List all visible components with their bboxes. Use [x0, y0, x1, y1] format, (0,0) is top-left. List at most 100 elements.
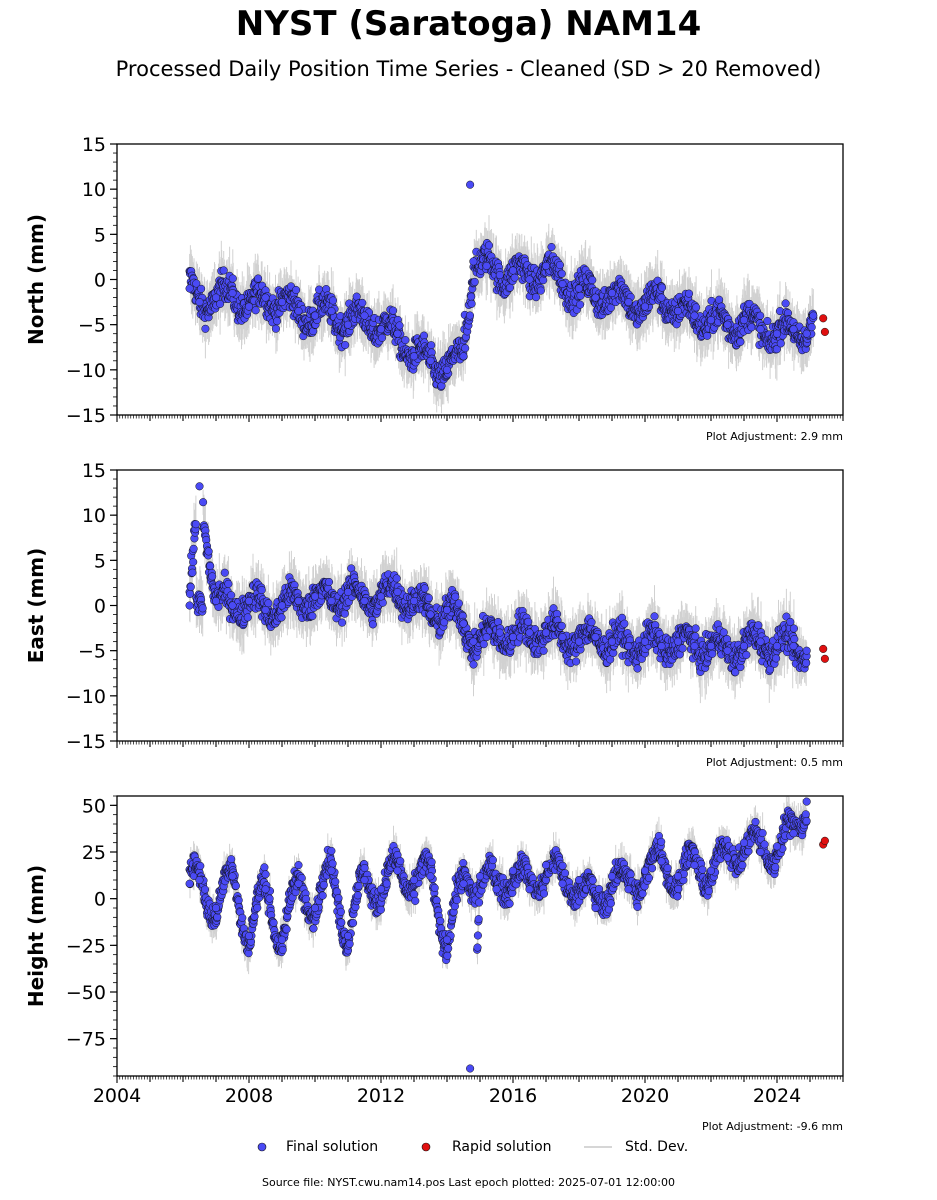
final-point [393, 587, 402, 597]
final-point [482, 261, 491, 270]
final-point [657, 642, 666, 651]
final-point [261, 605, 270, 615]
rapid-point [820, 836, 829, 845]
final-point [466, 1064, 475, 1073]
final-point [292, 285, 301, 295]
final-point [319, 880, 328, 889]
final-point [754, 621, 763, 630]
y-tick-label: −75 [66, 1029, 106, 1051]
final-point [789, 642, 798, 651]
final-point [318, 891, 327, 900]
y-tick-label: 15 [82, 134, 106, 156]
plot-adjustment-note: Plot Adjustment: 0.5 mm [706, 756, 843, 769]
final-point [269, 918, 278, 927]
final-point [558, 879, 567, 888]
final-point [781, 299, 790, 308]
final-point [678, 644, 687, 653]
final-point [419, 331, 429, 340]
final-point [557, 621, 566, 630]
final-point [469, 637, 478, 646]
final-point [260, 863, 269, 872]
legend-rapid-label: Rapid solution [452, 1139, 552, 1155]
final-point [201, 324, 210, 333]
final-point [756, 847, 765, 857]
final-point [591, 903, 600, 913]
final-point [271, 324, 280, 333]
y-axis-label: North (mm) [24, 214, 48, 345]
final-point [234, 896, 243, 905]
final-point [310, 311, 320, 320]
final-point [488, 856, 497, 865]
final-point [470, 277, 479, 286]
final-point [436, 916, 445, 925]
final-point [473, 931, 482, 940]
final-point [420, 584, 429, 593]
final-point [802, 797, 811, 806]
final-point [282, 925, 291, 934]
final-point [459, 879, 468, 888]
final-point [751, 817, 760, 826]
final-point [638, 889, 647, 898]
final-point [719, 628, 728, 637]
final-point [294, 879, 303, 888]
final-point [469, 660, 478, 669]
final-point [224, 579, 233, 588]
final-point [442, 605, 452, 615]
final-point [558, 279, 567, 289]
final-point [657, 857, 666, 866]
final-point [185, 284, 194, 293]
x-tick-label: 2004 [93, 1085, 141, 1107]
final-point [591, 633, 600, 642]
final-point [607, 637, 617, 646]
y-tick-label: 0 [94, 596, 106, 618]
final-point [213, 913, 222, 922]
final-point [199, 498, 208, 507]
final-point [541, 628, 551, 637]
y-tick-label: −50 [66, 982, 106, 1004]
x-tick-label: 2016 [489, 1085, 537, 1107]
y-tick-label: −15 [66, 731, 106, 753]
final-marker-icon [257, 1142, 267, 1152]
final-points-0 [185, 238, 818, 391]
final-point [467, 299, 476, 308]
final-point [368, 620, 377, 629]
final-point [376, 885, 386, 894]
final-point [525, 628, 534, 637]
final-point [200, 885, 210, 894]
y-tick-label: 0 [94, 889, 106, 911]
final-point [219, 266, 228, 275]
final-point [442, 365, 452, 374]
final-point [704, 887, 713, 896]
final-point [723, 853, 732, 862]
final-point [558, 633, 567, 642]
final-point [541, 261, 551, 270]
final-point [395, 321, 404, 330]
final-point [442, 935, 452, 944]
final-point [409, 875, 419, 885]
final-point [338, 618, 347, 627]
final-point [410, 890, 419, 899]
final-point [427, 341, 436, 350]
final-point [802, 646, 811, 655]
final-point [772, 345, 781, 354]
final-point [574, 875, 584, 885]
final-point [204, 547, 213, 556]
final-point [723, 320, 732, 329]
final-point [360, 875, 369, 885]
final-point [278, 945, 287, 954]
final-point [772, 842, 782, 851]
final-point [424, 593, 433, 603]
final-point [195, 482, 204, 491]
x-tick-label: 2012 [357, 1085, 405, 1107]
final-point [334, 894, 343, 903]
final-point [539, 276, 548, 285]
final-point [192, 279, 201, 288]
final-point [196, 861, 205, 870]
final-point [345, 939, 354, 948]
final-point [760, 840, 769, 849]
chart-title: NYST (Saratoga) NAM14 [235, 4, 702, 44]
final-point [389, 306, 398, 315]
final-point [690, 311, 699, 320]
